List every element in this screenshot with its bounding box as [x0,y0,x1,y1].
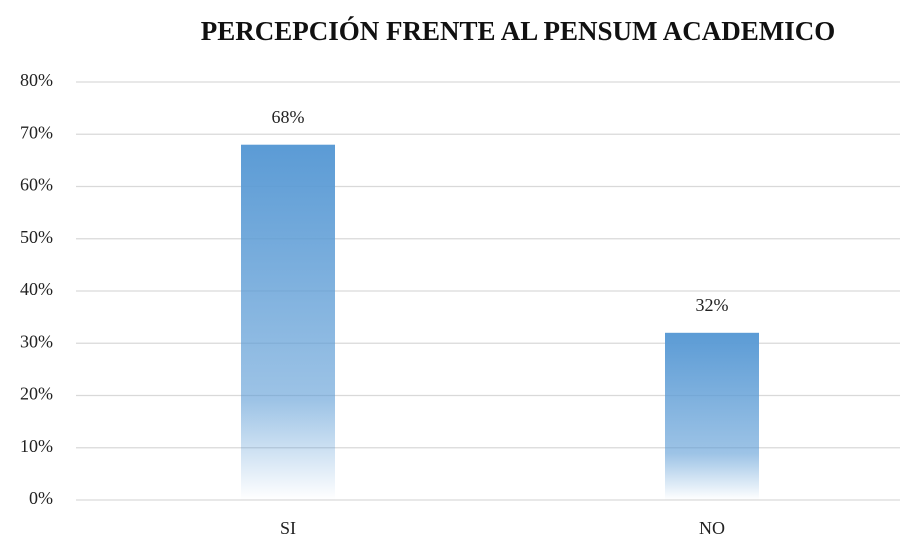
y-tick-label: 40% [20,279,53,299]
chart-title: PERCEPCIÓN FRENTE AL PENSUM ACADEMICO [201,16,836,46]
x-tick-label: NO [699,518,725,538]
bar [665,332,759,500]
value-label: 68% [272,107,305,127]
y-tick-label: 10% [20,436,53,456]
y-tick-label: 0% [29,488,53,508]
y-tick-label: 30% [20,331,53,351]
y-tick-label: 70% [20,122,53,142]
value-label: 32% [696,295,729,315]
y-tick-label: 80% [20,70,53,90]
y-tick-label: 60% [20,175,53,195]
x-tick-label: SI [280,518,296,538]
bar [241,144,335,500]
y-tick-label: 50% [20,227,53,247]
y-tick-label: 20% [20,384,53,404]
